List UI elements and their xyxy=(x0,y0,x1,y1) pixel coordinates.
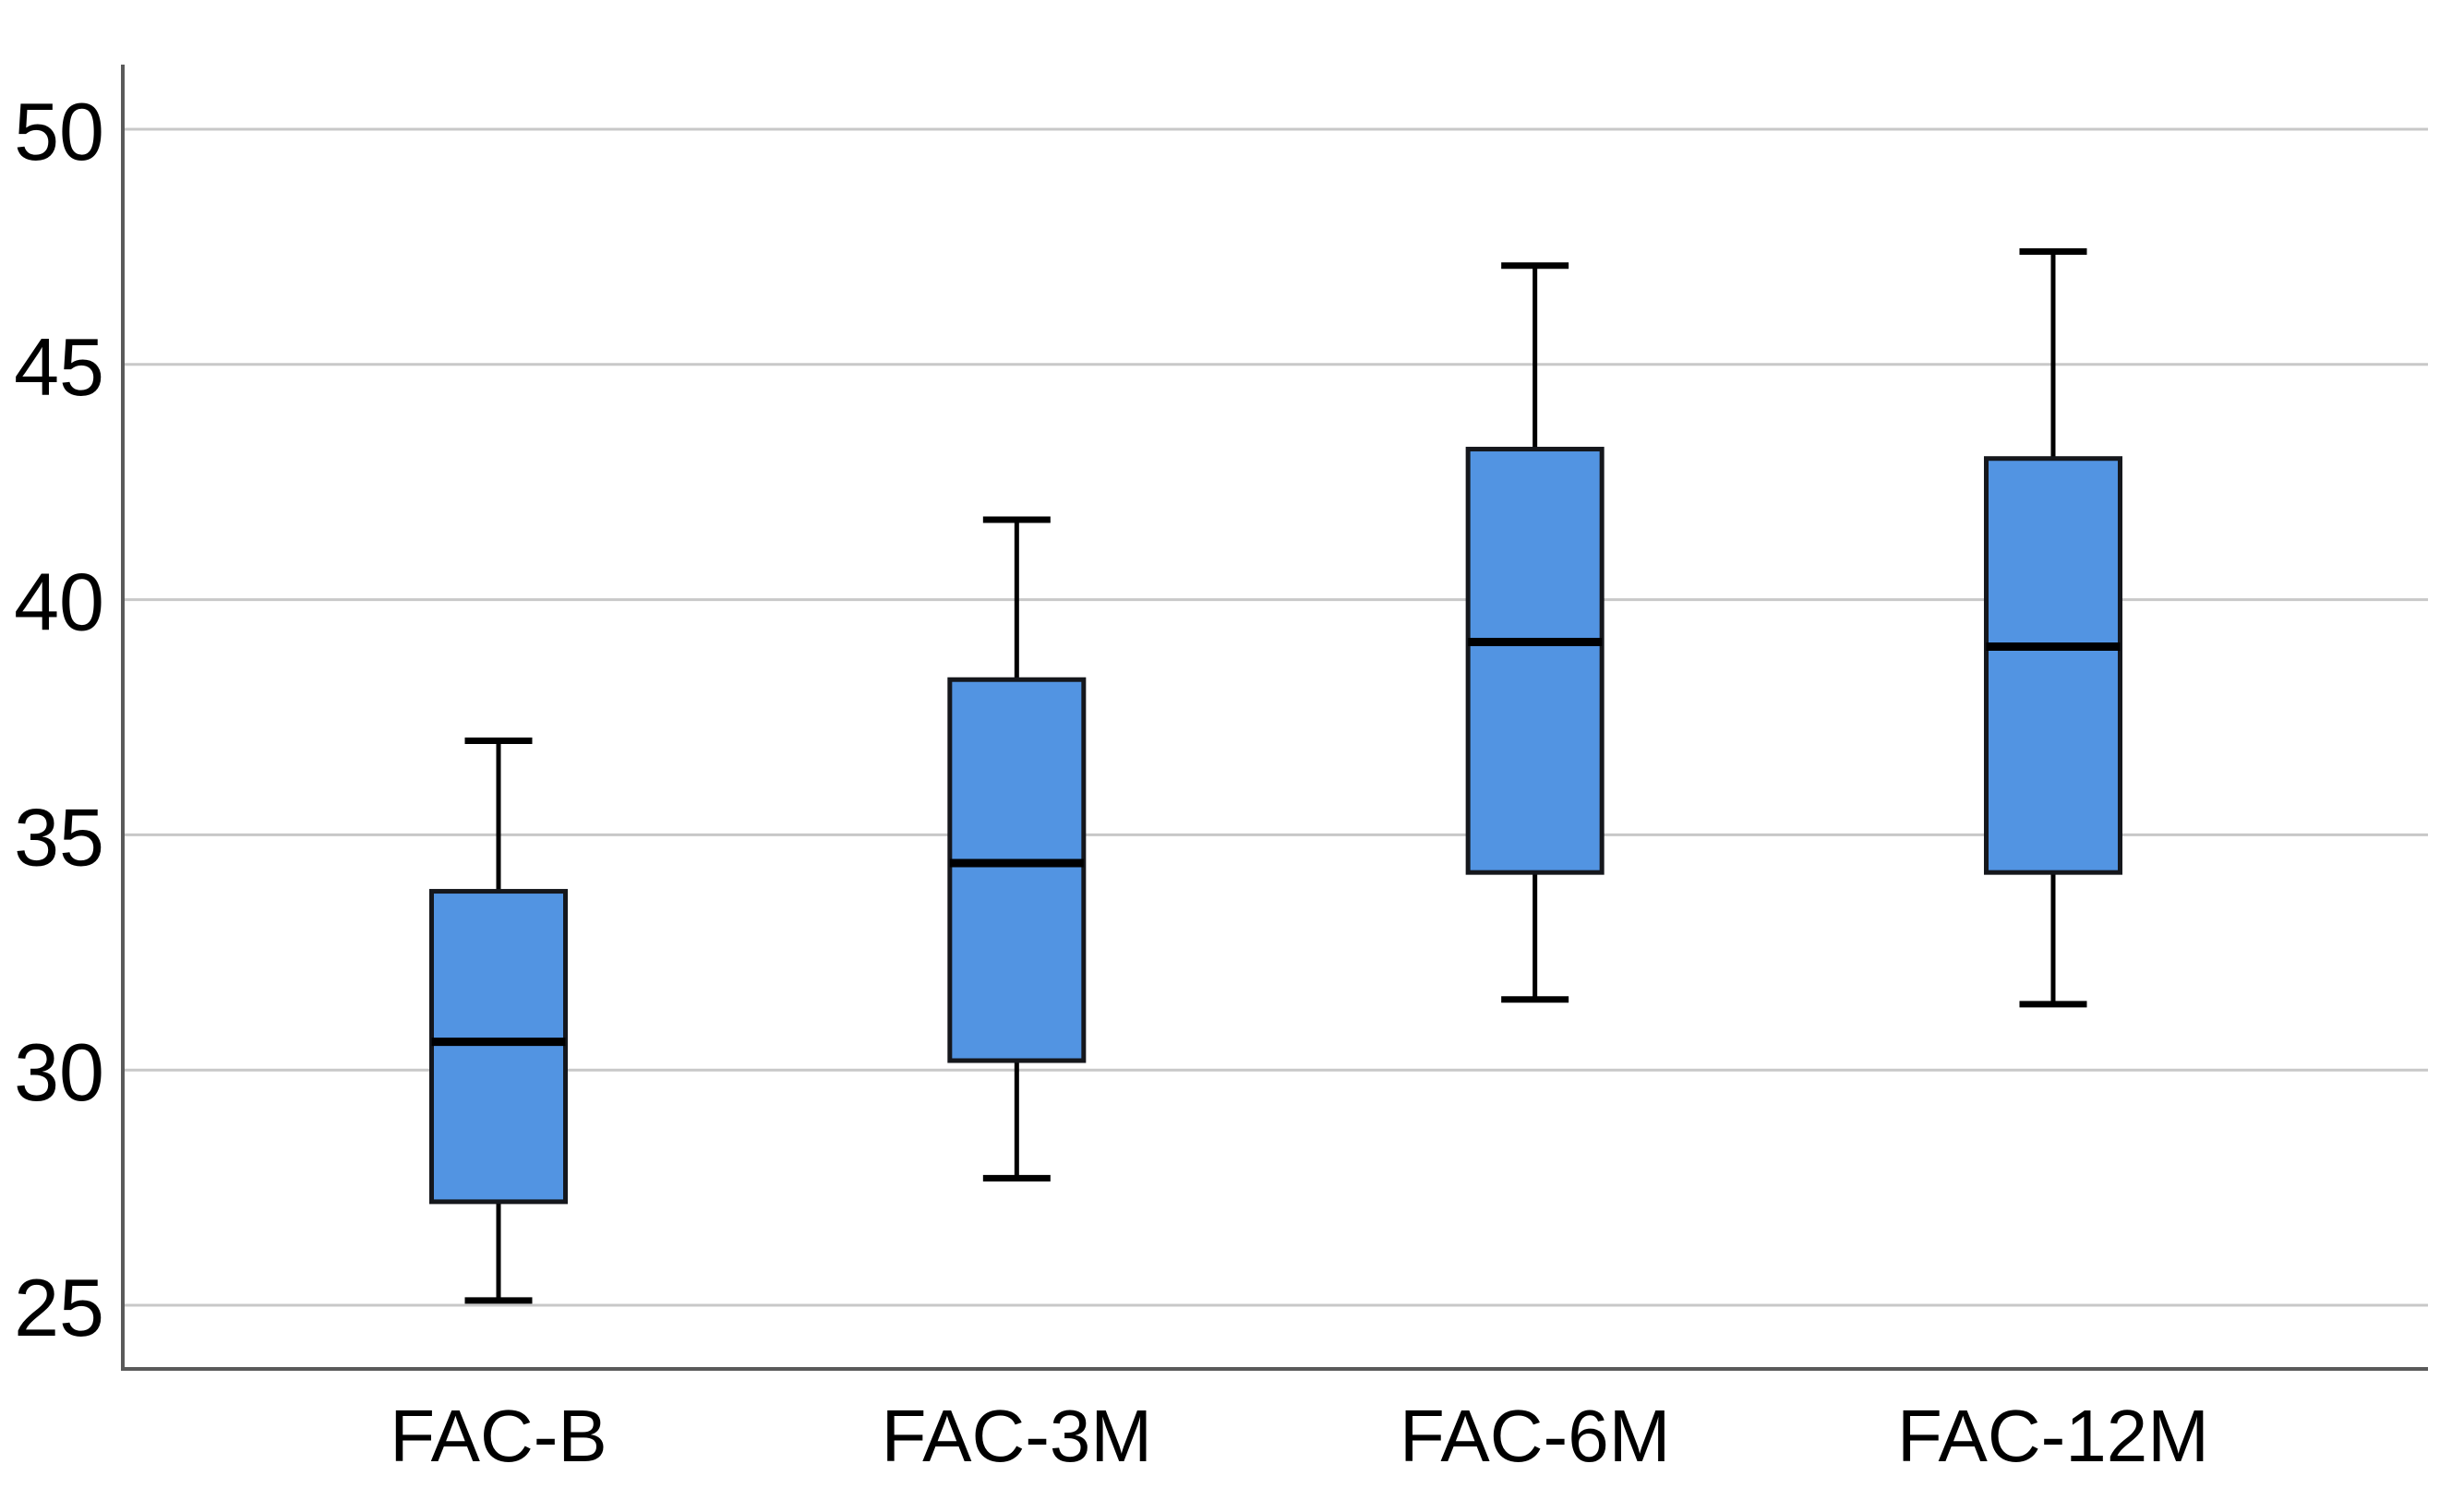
box-group-FAC-6M xyxy=(1465,262,1605,1003)
y-tick-label-40: 40 xyxy=(14,557,104,648)
box-group-FAC-3M xyxy=(947,516,1087,1182)
box-group-FAC-12M xyxy=(1983,247,2122,1008)
iqr-box-FAC-6M xyxy=(1465,447,1605,875)
iqr-box-FAC-3M xyxy=(947,677,1087,1063)
x-category-label-FAC-B: FAC-B xyxy=(390,1395,607,1477)
y-tick-label-35: 35 xyxy=(14,791,104,882)
iqr-box-FAC-12M xyxy=(1983,456,2122,875)
y-tick-label-50: 50 xyxy=(14,86,104,177)
label-layer: 25 30 35 40 45 50 FAC-B FAC-3M FAC-6M FAC-12M xyxy=(14,86,2209,1477)
y-tick-label-25: 25 xyxy=(14,1262,104,1353)
box-layer xyxy=(429,247,2122,1304)
axis-layer xyxy=(121,65,2428,1371)
x-category-label-FAC-12M: FAC-12M xyxy=(1897,1395,2209,1477)
box-group-FAC-B xyxy=(429,737,568,1304)
y-tick-label-45: 45 xyxy=(14,321,104,413)
y-tick-label-30: 30 xyxy=(14,1026,104,1118)
x-category-label-FAC-3M: FAC-3M xyxy=(882,1395,1152,1477)
x-category-label-FAC-6M: FAC-6M xyxy=(1400,1395,1670,1477)
iqr-box-FAC-B xyxy=(429,889,568,1205)
